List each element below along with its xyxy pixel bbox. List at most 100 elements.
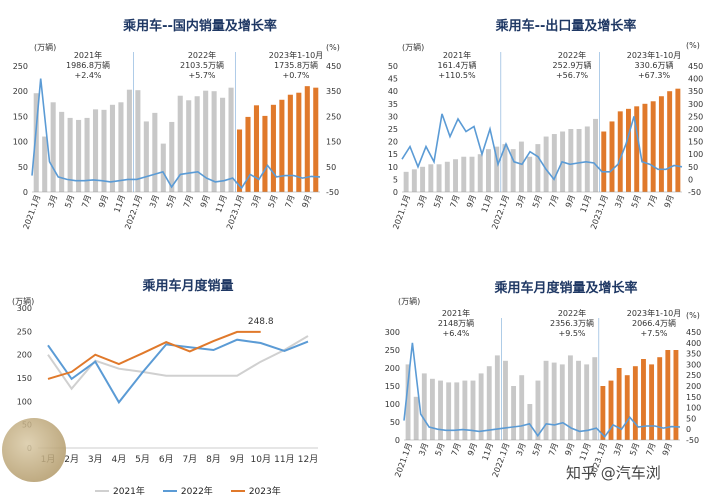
bar-2021-9 [477,154,483,192]
bar-2021-7 [462,380,468,440]
y-right-unit: (%) [686,41,700,50]
bar-2023-26 [617,111,623,192]
bar-2022-12 [502,144,508,192]
bar-2023-24 [600,386,606,440]
x-tick-label: 3月 [515,442,528,457]
bar-2023-30 [649,364,655,440]
bar-2022-13 [511,386,517,440]
bar-2021-0 [33,93,39,192]
bar-2022-16 [169,121,175,192]
y-right-tick: -50 [686,436,699,445]
x-tick-label: 9月 [661,442,674,457]
bar-2021-6 [453,159,458,192]
x-tick-label: 3月 [417,442,430,457]
bar-2023-33 [675,88,681,192]
bar-2021-3 [428,164,434,192]
y-right-tick: 300 [686,360,701,369]
y-right-tick: 350 [686,350,701,359]
y-left-tick: 50 [390,418,400,427]
y-right-tick: 400 [688,75,703,84]
bar-2022-22 [220,97,226,192]
y-right-tick: 50 [686,414,696,423]
y-left-tick: 40 [388,87,398,96]
y-left-tick: 35 [388,100,398,109]
bar-2023-25 [608,380,614,440]
annotation-1-line-0: 2022年 [188,50,216,60]
y-tick: 150 [17,374,32,383]
y-right-tick: 400 [686,339,701,348]
y-right-tick: 0 [686,425,691,434]
y-left-tick: 0 [393,188,398,197]
bar-2022-19 [194,96,200,192]
x-tick-label: 10月 [251,454,271,465]
annotation-1-line-0: 2022年 [558,50,586,60]
annotation-2-line-2: +7.5% [640,329,667,338]
legend-label-2021: 2021年 [113,487,145,497]
y-left-tick: 200 [385,364,400,373]
chart-export-volume: 乘用车--出口量及增长率 (万辆) (%) 0 5 10 15 20 25 30 35 40 45 50 -… [360,0,719,245]
bar-2021-8 [101,109,107,192]
bar-2023-29 [641,359,646,440]
y-tick: 250 [17,327,32,336]
x-tick-label: 12月 [298,454,318,465]
bar-2022-23 [592,357,598,440]
bar-2022-12 [135,90,141,192]
bar-2023-27 [626,108,631,192]
y-left-tick: 0 [395,436,400,445]
y-right-unit: (%) [326,43,340,52]
y-left-tick: 100 [385,400,400,409]
y-left-tick: 250 [385,346,400,355]
bar-2022-15 [527,404,533,440]
bar-2022-13 [143,121,149,192]
annotation-2-line-2: +67.3% [638,71,671,80]
annotation-1-line-0: 2022年 [558,308,586,318]
x-tick-label: 7月 [449,194,462,209]
x-tick-label: 6月 [159,454,174,465]
bar-2023-29 [642,103,648,192]
bar-2023-27 [624,375,630,440]
bar-2023-28 [270,104,276,192]
x-tick-label: 5月 [531,194,544,209]
y-right-tick: 250 [326,112,341,121]
chart-title: 乘用车月度销量及增长率 [493,280,637,296]
bar-2021-11 [494,355,500,440]
x-tick-label: 2021.1月 [391,194,412,231]
x-tick-label: 2022.1月 [123,194,144,231]
annotation-1-line-1: 252.9万辆 [553,60,592,70]
growth-rate-line [401,113,683,181]
x-tick-label: 11月 [112,194,127,214]
y-right-tick: 150 [326,138,341,147]
bar-2023-26 [253,105,260,192]
bar-2021-0 [403,171,409,192]
bar-2022-20 [568,129,574,192]
bar-2022-20 [567,355,573,440]
bar-2021-0 [405,364,411,440]
x-tick-label: 11月 [274,454,294,465]
x-tick-label: 9月 [663,194,676,209]
bar-2022-17 [177,95,183,192]
bar-2021-3 [59,111,65,192]
y-right-tick: 250 [686,371,701,380]
y-left-tick: 15 [388,150,398,159]
legend-label-2023: 2023年 [248,487,281,497]
bar-2021-8 [470,380,476,440]
x-tick-label: 2021.1月 [22,194,43,231]
x-tick-label: 9月 [199,194,212,209]
bar-2022-17 [543,136,549,192]
y-tick: 200 [17,351,32,360]
x-tick-label: 5月 [531,442,544,457]
y-right-tick: -50 [326,188,339,197]
y-right-tick: 350 [688,87,703,96]
x-tick-label: 7月 [645,442,658,457]
y-right-tick: 250 [688,112,703,121]
y-left-tick: 300 [385,328,400,337]
legend-label-2022: 2022年 [180,487,213,497]
bar-2022-18 [186,100,192,192]
bar-2021-5 [76,119,82,192]
bar-2023-32 [665,350,671,440]
annotation-2-line-0: 2023年1-10月 [269,50,324,60]
bar-2021-7 [461,156,467,192]
annotation-2-line-0: 2023年1-10月 [627,308,682,318]
annotation-0-line-2: +2.4% [74,71,101,80]
bar-2021-9 [478,373,484,440]
